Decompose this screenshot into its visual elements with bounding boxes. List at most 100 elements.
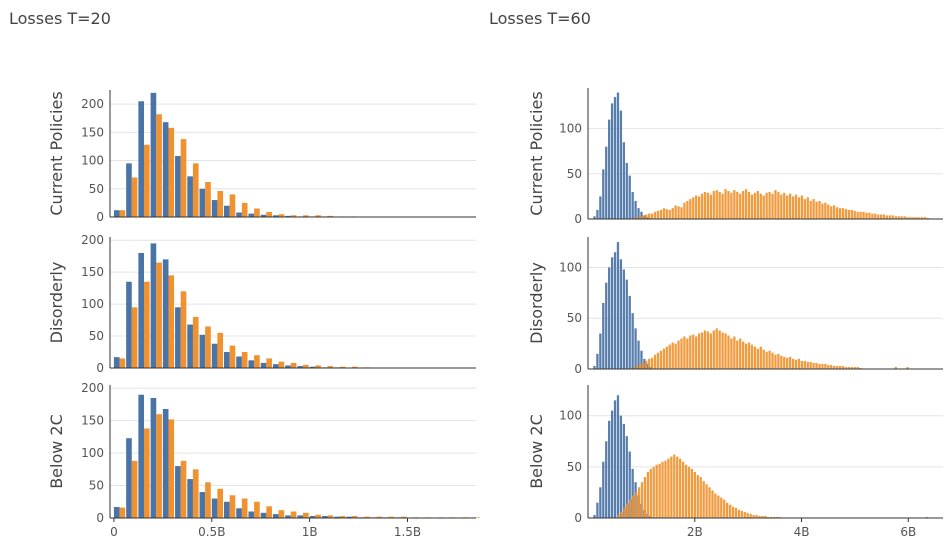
bar-right-1-s1-68: [833, 365, 836, 369]
bar-right-1-s1-1: [636, 365, 639, 369]
bar-left-0-s1-3: [156, 114, 162, 217]
bar-right-0-s1-48: [774, 190, 777, 219]
bar-left-2-s0-13: [272, 514, 279, 518]
bar-right-1-s1-53: [788, 356, 792, 369]
x-tick-label-left-3: 1.5B: [394, 525, 421, 539]
bar-right-1-s1-26: [709, 333, 712, 369]
bar-right-2-s0-0: [593, 514, 596, 518]
y-tick-label-left-1-2: 100: [81, 297, 104, 311]
row-label-right-2: Below 2C: [527, 414, 546, 489]
bar-left-2-s0-11: [248, 511, 255, 518]
bar-right-1-s1-12: [668, 344, 671, 369]
bar-right-1-s1-38: [744, 343, 748, 369]
bar-right-2-s1-7: [637, 487, 641, 518]
bar-right-0-s1-35: [736, 191, 739, 219]
bar-right-0-s1-65: [824, 202, 827, 219]
bar-right-0-s1-5: [648, 213, 651, 219]
bar-right-1-s1-4: [645, 360, 648, 369]
bar-left-2-s0-16: [309, 516, 316, 518]
bar-left-0-s0-1: [126, 163, 132, 217]
bar-left-2-s0-12: [260, 512, 267, 518]
bar-right-1-s0-9: [619, 259, 623, 369]
bar-right-0-s0-14: [634, 200, 637, 219]
bar-right-1-s0-16: [640, 350, 643, 369]
y-tick-label-left-0-1: 50: [89, 182, 104, 196]
bar-right-0-s1-50: [780, 194, 783, 219]
bar-left-2-s1-1: [131, 460, 138, 518]
bar-left-0-s1-2: [144, 144, 150, 217]
bar-left-2-s0-10: [236, 508, 242, 518]
bar-right-1-s1-51: [783, 356, 786, 369]
y-tick-label-left-0-2: 100: [81, 154, 104, 168]
bar-right-2-s1-32: [711, 490, 714, 518]
bar-left-1-s0-7: [199, 334, 206, 368]
bar-right-0-s1-77: [859, 211, 862, 219]
bar-left-2-s1-14: [290, 511, 297, 518]
bar-right-2-s1-14: [658, 463, 661, 518]
bar-right-2-s1-51: [767, 516, 770, 518]
bar-right-0-s1-89: [894, 216, 897, 219]
bar-left-1-s1-10: [241, 352, 248, 368]
bar-right-1-s1-5: [648, 358, 651, 369]
bar-right-2-s1-34: [717, 495, 720, 518]
bar-right-1-s1-33: [730, 338, 733, 369]
bar-right-1-s1-27: [712, 330, 715, 369]
bar-right-1-s1-8: [656, 352, 660, 369]
bar-right-0-s1-62: [815, 201, 818, 219]
bar-right-0-s1-97: [918, 217, 921, 219]
bar-right-0-s1-12: [668, 209, 671, 219]
bar-right-0-s1-24: [703, 191, 707, 219]
bar-right-0-s1-19: [689, 199, 692, 219]
bar-right-0-s1-69: [835, 207, 839, 219]
bar-right-2-s1-55: [778, 516, 782, 518]
bar-right-0-s1-99: [924, 217, 927, 219]
bar-left-2-s1-7: [205, 482, 211, 518]
bar-right-0-s1-32: [727, 190, 730, 219]
bar-right-2-s1-47: [755, 514, 758, 518]
bar-right-1-s1-73: [847, 366, 850, 369]
bar-right-2-s1-15: [661, 461, 664, 518]
bar-left-0-s1-10: [241, 202, 248, 217]
bar-left-1-s0-8: [211, 343, 218, 368]
bar-right-2-s1-31: [708, 487, 711, 518]
bar-right-1-s1-0: [633, 366, 636, 369]
bar-left-2-s1-17: [327, 515, 334, 518]
bar-right-1-s1-34: [733, 336, 736, 369]
bar-right-0-s1-76: [856, 211, 859, 219]
bar-right-1-s1-28: [715, 328, 718, 369]
bar-left-2-s0-4: [162, 409, 169, 518]
bar-right-0-s1-2: [639, 216, 642, 219]
bar-right-0-s1-26: [709, 194, 712, 219]
bar-right-0-s1-25: [706, 192, 710, 219]
bar-left-1-s1-15: [303, 364, 309, 368]
bar-right-0-s1-28: [715, 190, 718, 219]
bar-left-1-s0-2: [138, 252, 145, 368]
bar-left-1-s1-11: [254, 355, 260, 368]
bar-right-0-s1-31: [724, 189, 727, 219]
bar-right-2-s1-45: [749, 513, 752, 518]
y-tick-label-right-2-2: 100: [559, 409, 582, 423]
bar-right-0-s0-12: [628, 175, 631, 219]
bar-right-1-s1-17: [683, 336, 686, 369]
bar-right-0-s1-34: [733, 190, 736, 219]
bar-right-0-s0-10: [622, 142, 625, 219]
bar-right-0-s1-75: [853, 210, 856, 219]
bar-right-0-s1-85: [882, 214, 886, 219]
bar-left-1-s0-10: [236, 356, 242, 368]
bar-right-0-s1-55: [794, 194, 798, 219]
bar-left-0-s0-6: [187, 176, 193, 217]
bar-right-0-s1-70: [838, 208, 842, 219]
bar-right-0-s0-15: [637, 208, 640, 219]
bar-left-0-s1-8: [217, 191, 224, 217]
bar-left-2-s1-15: [303, 512, 309, 518]
bar-left-2-s0-14: [285, 515, 291, 518]
bar-right-0-s1-64: [821, 203, 824, 219]
bar-right-2-s1-24: [687, 466, 691, 518]
bar-right-2-s1-30: [705, 484, 708, 518]
y-tick-label-left-1-3: 150: [81, 265, 104, 279]
bar-right-1-s1-58: [803, 360, 806, 369]
bar-right-2-s0-12: [628, 451, 631, 518]
bar-right-0-s1-98: [921, 217, 924, 219]
bar-right-1-s1-35: [736, 340, 739, 369]
bar-right-0-s0-6: [610, 103, 614, 219]
